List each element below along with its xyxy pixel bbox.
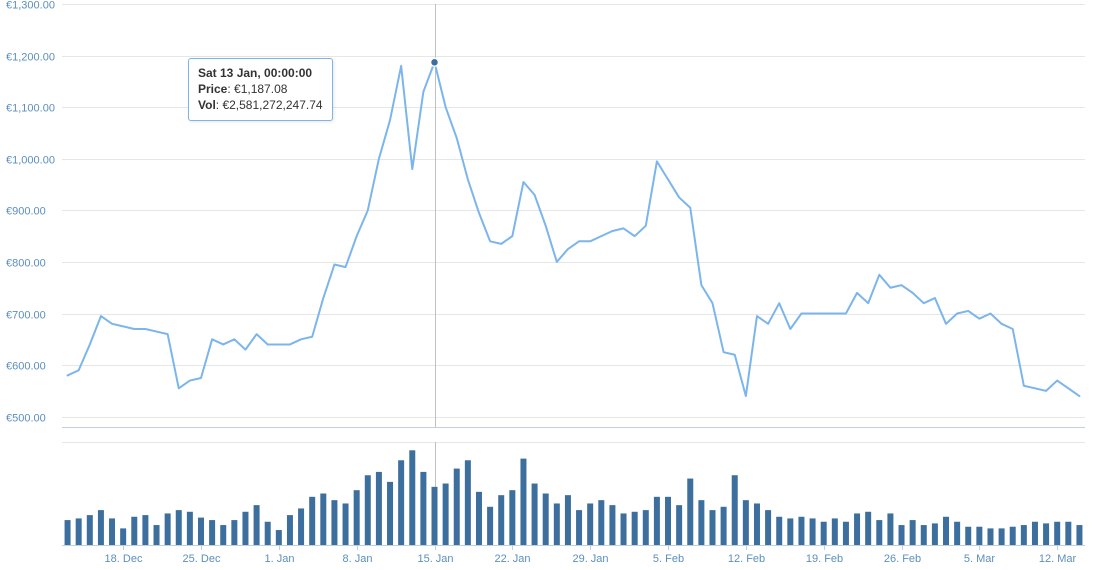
svg-text:18. Dec: 18. Dec [105,553,143,565]
svg-text:29. Jan: 29. Jan [572,553,608,565]
svg-text:€700.00: €700.00 [6,310,46,322]
price-volume-chart[interactable]: €500.00 €600.00 €700.00 €800.00 €900.00 €1,00… [0,0,1097,570]
chart-tooltip: Sat 13 Jan, 00:00:00 Price: €1,187.08 Vo… [188,58,333,121]
svg-text:€900.00: €900.00 [6,206,46,218]
svg-text:25. Dec: 25. Dec [183,553,221,565]
svg-text:26. Feb: 26. Feb [884,553,921,565]
chart-svg[interactable]: €500.00 €600.00 €700.00 €800.00 €900.00 €1,00… [0,0,1097,570]
tooltip-vol-value: €2,581,272,247.74 [222,98,322,112]
svg-text:12. Mar: 12. Mar [1039,553,1077,565]
tooltip-price-value: €1,187.08 [234,82,287,96]
tooltip-vol-label: Vol [198,98,216,112]
svg-text:€1,100.00: €1,100.00 [6,103,55,115]
svg-text:12. Feb: 12. Feb [728,553,765,565]
svg-text:€1,000.00: €1,000.00 [6,155,55,167]
svg-text:5. Feb: 5. Feb [653,553,684,565]
svg-text:15. Jan: 15. Jan [417,553,453,565]
svg-text:€800.00: €800.00 [6,258,46,270]
svg-text:€1,300.00: €1,300.00 [6,0,55,12]
svg-text:22. Jan: 22. Jan [494,553,530,565]
svg-text:€600.00: €600.00 [6,361,46,373]
svg-text:€1,200.00: €1,200.00 [6,52,55,64]
tooltip-date: Sat 13 Jan, 00:00:00 [198,66,312,80]
svg-text:1. Jan: 1. Jan [265,553,295,565]
svg-text:19. Feb: 19. Feb [806,553,843,565]
tooltip-price-label: Price [198,82,227,96]
svg-text:8. Jan: 8. Jan [343,553,373,565]
svg-text:€500.00: €500.00 [6,413,46,425]
svg-text:5. Mar: 5. Mar [964,553,996,565]
